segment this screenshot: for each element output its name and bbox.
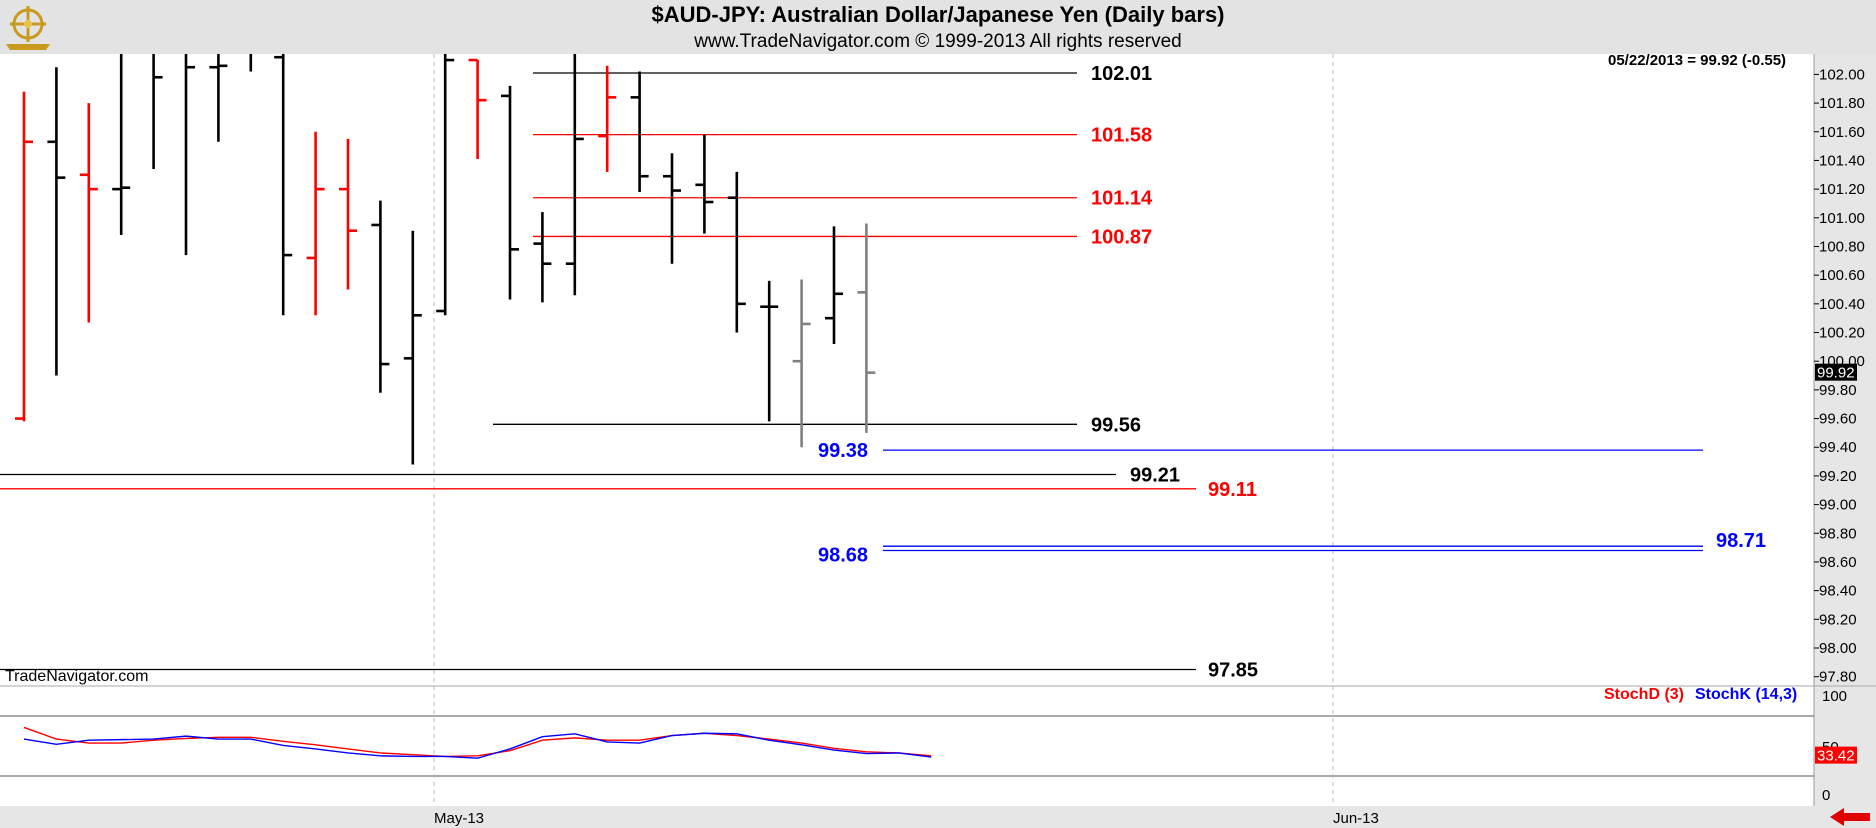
ohlc-bar — [47, 67, 66, 376]
ohlc-bar — [152, 54, 163, 170]
ohlc-bar — [184, 54, 195, 256]
price-tick-label: 99.60 — [1819, 411, 1857, 428]
price-tick-label: 101.00 — [1819, 210, 1865, 227]
ohlc-bar — [501, 85, 519, 300]
ohlc-bar — [112, 54, 131, 236]
price-tick-label: 98.20 — [1819, 611, 1857, 628]
stoch-tick-label: 0 — [1822, 787, 1830, 804]
price-tick-label: 100.80 — [1819, 238, 1865, 255]
legend-stochd: StochD (3) — [1604, 686, 1684, 703]
ohlc-bar — [857, 223, 876, 433]
level-label: 101.58 — [1091, 125, 1152, 147]
price-tick-label: 102.00 — [1819, 66, 1865, 83]
ohlc-bar — [598, 65, 617, 172]
price-axis-panel — [1814, 54, 1876, 828]
level-label: 101.14 — [1091, 188, 1153, 210]
ohlc-bar — [663, 153, 681, 264]
price-tick-label: 99.40 — [1819, 439, 1857, 456]
ohlc-bar — [695, 134, 714, 234]
level-label: 102.01 — [1091, 63, 1152, 85]
last-price-badge — [1815, 363, 1857, 381]
level-label: 100.87 — [1091, 226, 1152, 248]
last-stoch-label: 33.42 — [1817, 748, 1855, 765]
price-tick-label: 100.40 — [1819, 296, 1865, 313]
ohlc-bar — [630, 71, 649, 192]
level-label: 97.85 — [1208, 660, 1258, 682]
price-tick-label: 101.80 — [1819, 95, 1865, 112]
legend-stochk: StochK (14,3) — [1695, 686, 1798, 703]
ohlc-bar — [533, 212, 552, 303]
ohlc-bar — [825, 226, 843, 344]
price-tick-label: 99.20 — [1819, 468, 1857, 485]
level-label: 98.68 — [818, 544, 868, 566]
price-tick-label: 101.60 — [1819, 124, 1865, 141]
ohlc-bar — [371, 200, 390, 393]
stoch-tick-label: 100 — [1822, 688, 1847, 705]
stochd-line — [23, 726, 932, 758]
ohlc-bar — [15, 91, 33, 422]
date-label-jun: Jun-13 — [1333, 810, 1379, 827]
chart-title: $AUD-JPY: Australian Dollar/Japanese Yen… — [651, 2, 1225, 27]
ohlc-bar — [403, 230, 422, 465]
trade-navigator-logo-icon — [2, 2, 54, 52]
ohlc-bar — [468, 58, 487, 160]
price-readout: 05/22/2013 = 99.92 (-0.55) — [1608, 52, 1787, 69]
ohlc-bar — [339, 138, 357, 290]
price-tick-label: 100.20 — [1819, 325, 1865, 342]
chart-subtitle: www.TradeNavigator.com © 1999-2013 All r… — [694, 31, 1182, 52]
stochk-line — [23, 732, 932, 759]
last-price-label: 99.92 — [1817, 365, 1855, 382]
price-tick-label: 99.00 — [1819, 497, 1857, 514]
price-tick-label: 99.80 — [1819, 382, 1857, 399]
date-label-may: May-13 — [434, 810, 484, 827]
ohlc-bar — [209, 54, 228, 142]
level-label: 99.56 — [1091, 414, 1141, 436]
price-tick-label: 101.40 — [1819, 152, 1865, 169]
price-tick-label: 98.60 — [1819, 554, 1857, 571]
date-axis-panel — [0, 806, 1876, 828]
ohlc-bar — [727, 171, 746, 333]
price-tick-label: 97.80 — [1819, 669, 1857, 686]
price-tick-label: 98.80 — [1819, 525, 1857, 542]
level-label: 99.38 — [818, 440, 868, 462]
ohlc-bar — [274, 54, 293, 316]
scroll-left-arrow-icon — [1830, 808, 1870, 826]
chart-header — [0, 0, 1876, 54]
last-stoch-badge — [1815, 746, 1857, 764]
ohlc-bar — [436, 54, 455, 316]
ohlc-bar — [79, 103, 98, 323]
level-label: 98.71 — [1716, 530, 1766, 552]
ohlc-bar — [565, 54, 584, 296]
ohlc-bar — [760, 280, 779, 422]
price-tick-label: 101.20 — [1819, 181, 1865, 198]
ohlc-bar — [792, 279, 811, 448]
level-label: 99.21 — [1130, 464, 1180, 486]
price-tick-label: 100.60 — [1819, 267, 1865, 284]
level-label: 99.11 — [1208, 479, 1257, 501]
ohlc-bar — [306, 131, 325, 316]
price-tick-label: 98.00 — [1819, 640, 1857, 657]
watermark: TradeNavigator.com — [5, 668, 149, 685]
price-tick-label: 98.40 — [1819, 583, 1857, 600]
